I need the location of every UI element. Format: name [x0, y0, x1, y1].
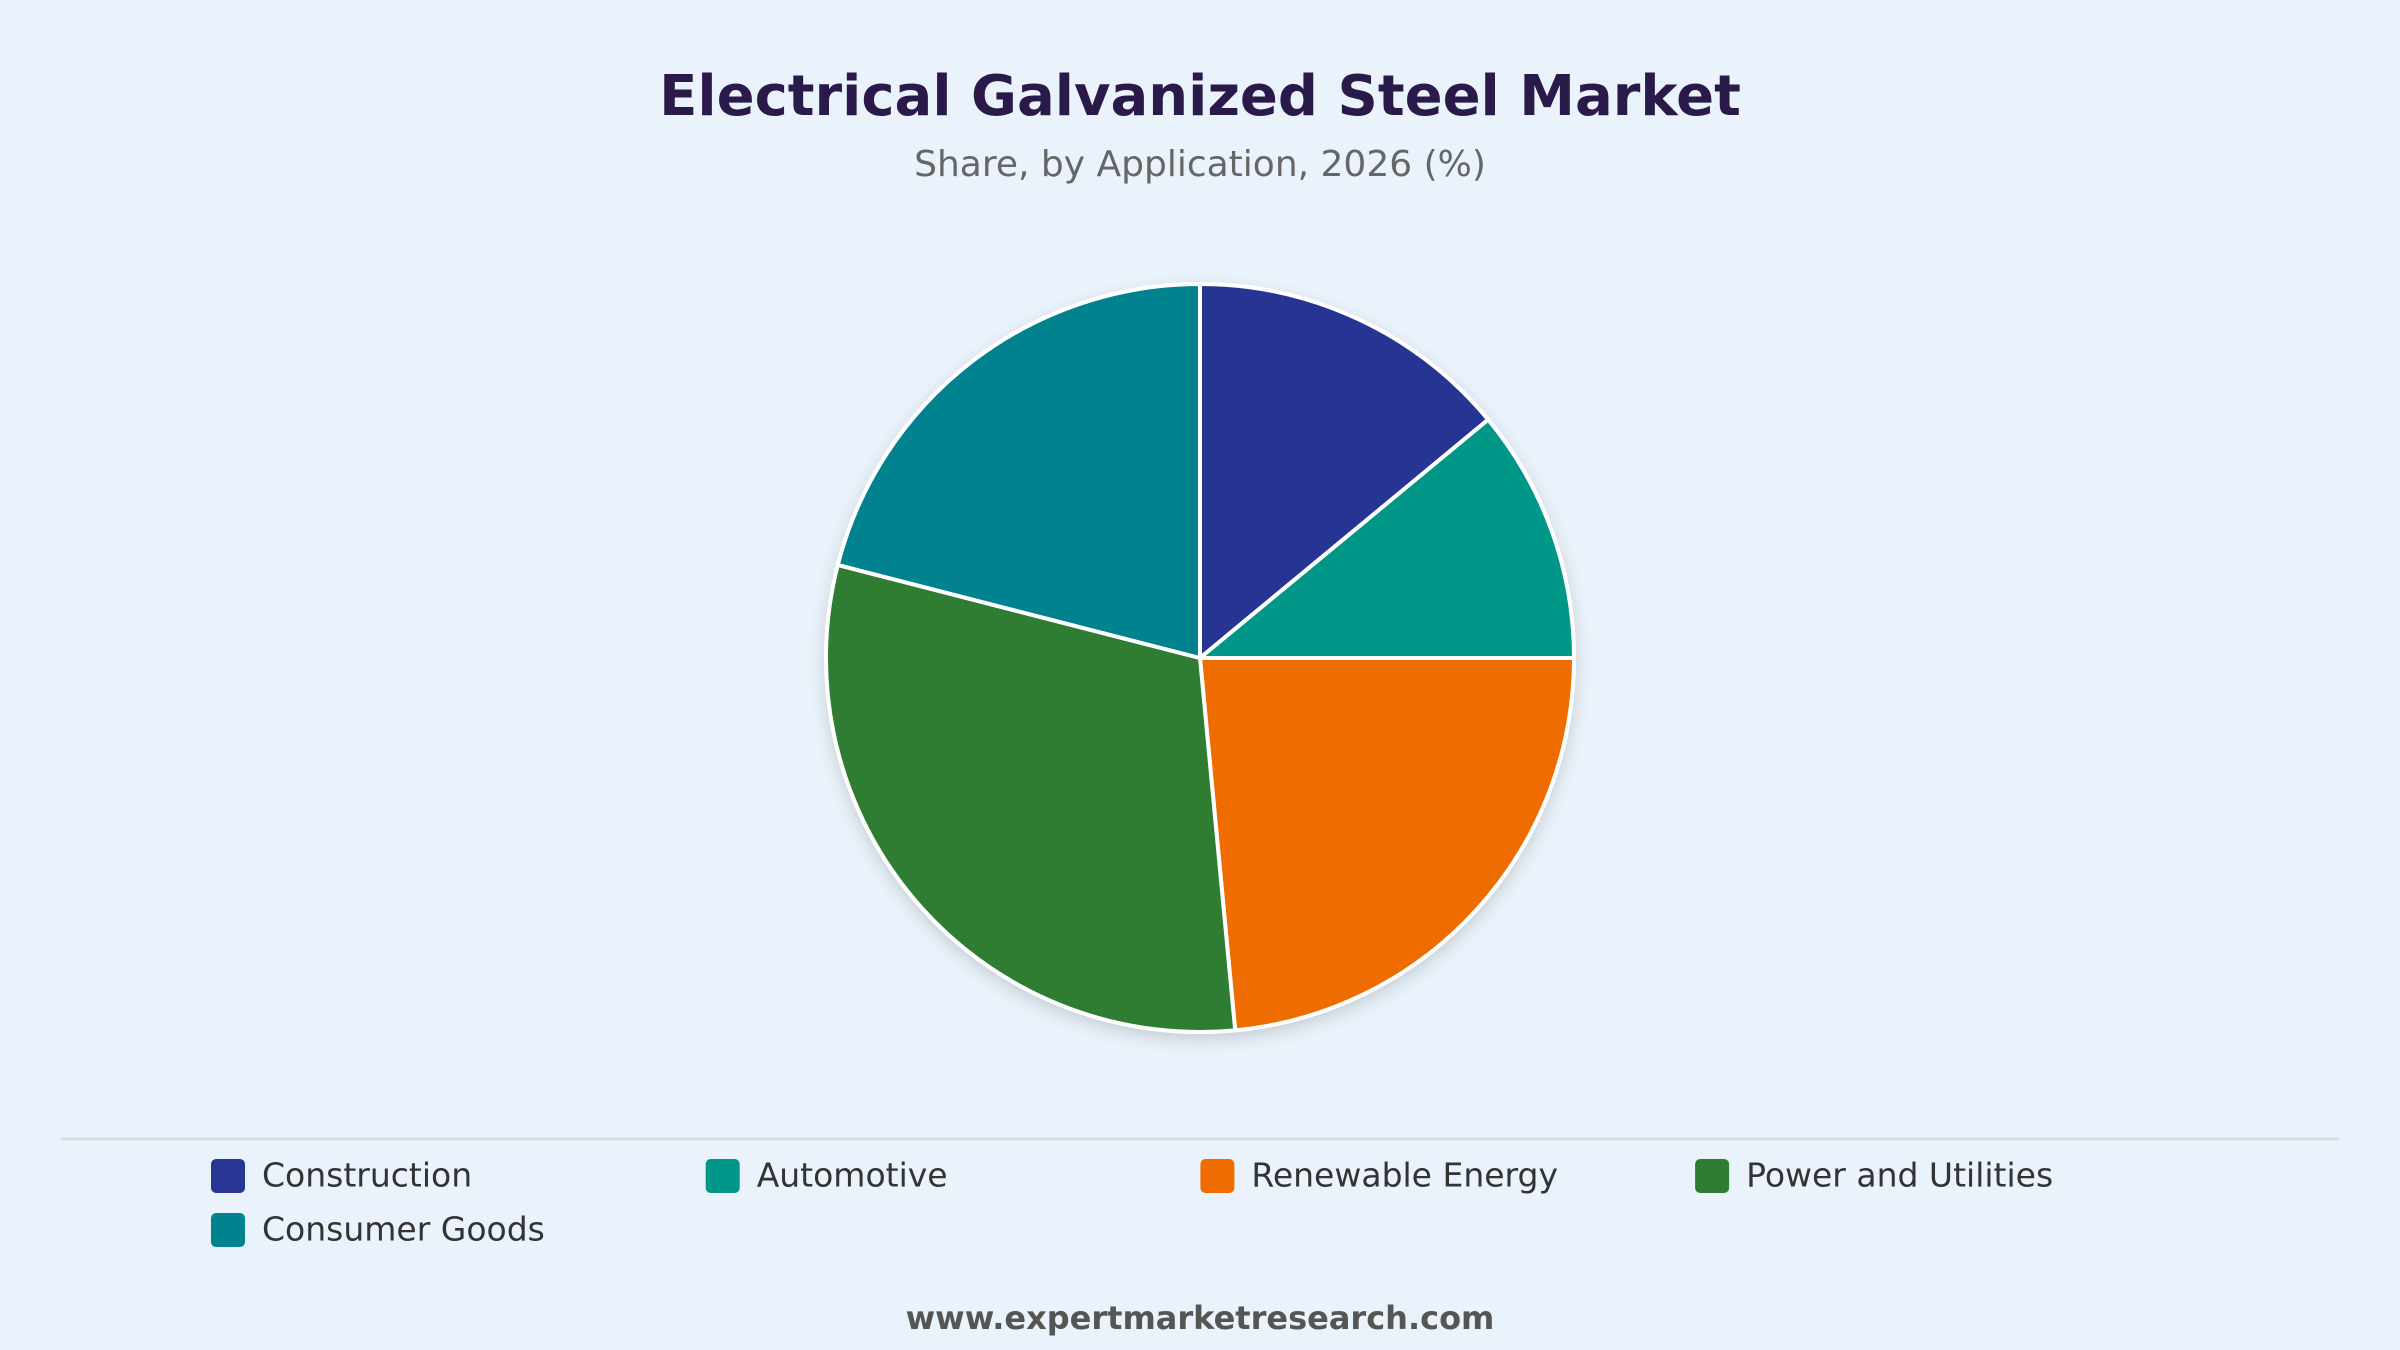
legend-label: Construction: [262, 1156, 472, 1195]
pie-slice: [1194, 416, 1577, 660]
pie-slice: [835, 281, 1202, 661]
pie: [824, 281, 1577, 1034]
legend-label: Automotive: [757, 1156, 948, 1195]
legend-swatch: [211, 1159, 245, 1193]
pie-slice: [1197, 656, 1577, 1033]
legend: Construction Automotive Renewable Energy Po…: [211, 1156, 2053, 1249]
chart-title: Electrical Galvanized Steel Market: [659, 64, 1741, 129]
legend-label: Renewable Energy: [1251, 1156, 1558, 1195]
chart-subtitle: Share, by Application, 2026 (%): [914, 144, 1486, 185]
pie-slice: [1198, 281, 1491, 663]
legend-label: Power and Utilities: [1746, 1156, 2053, 1195]
legend-swatch: [705, 1159, 740, 1193]
pie-slice: [824, 562, 1238, 1034]
legend-label: Consumer Goods: [262, 1210, 545, 1249]
legend-swatch: [1200, 1159, 1235, 1193]
legend-swatch: [1695, 1159, 1730, 1193]
source: www.expertmarketresearch.com: [906, 1299, 1495, 1337]
legend-swatch: [211, 1213, 245, 1247]
